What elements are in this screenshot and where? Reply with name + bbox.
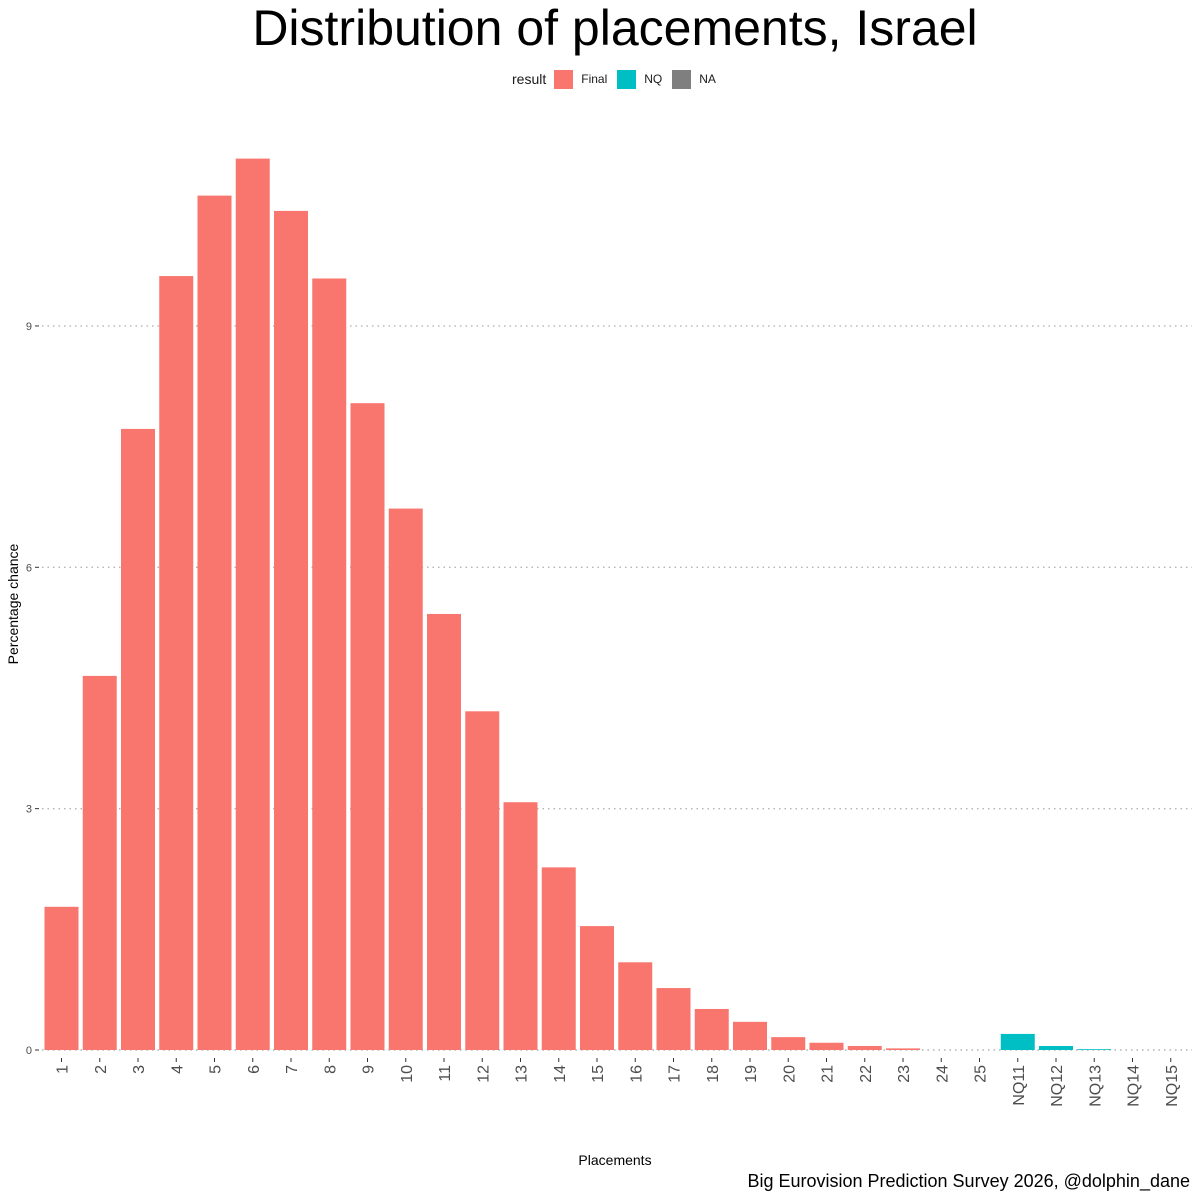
x-tick-label: 25 bbox=[973, 1065, 990, 1083]
bar-14 bbox=[541, 867, 576, 1050]
x-tick-label: 15 bbox=[590, 1065, 607, 1083]
bar-2 bbox=[82, 675, 117, 1050]
x-tick-label: 14 bbox=[552, 1065, 569, 1083]
bar-nq11 bbox=[1000, 1033, 1035, 1050]
y-tick-label: 0 bbox=[26, 1045, 32, 1057]
bar-nq12 bbox=[1039, 1045, 1073, 1050]
x-tick-label: 13 bbox=[514, 1065, 531, 1083]
x-tick-label: 24 bbox=[934, 1065, 951, 1083]
bar-1 bbox=[44, 906, 79, 1050]
bar-6 bbox=[235, 158, 270, 1050]
bar-4 bbox=[159, 276, 194, 1051]
bar-20 bbox=[771, 1037, 806, 1050]
x-tick-label: 18 bbox=[705, 1065, 722, 1083]
x-tick-label: NQ15 bbox=[1164, 1065, 1181, 1107]
x-tick-label: NQ12 bbox=[1049, 1065, 1066, 1107]
x-tick-label: 11 bbox=[437, 1065, 454, 1082]
bar-16 bbox=[618, 962, 653, 1050]
legend-item-final: Final bbox=[554, 69, 608, 89]
y-tick-label: 3 bbox=[26, 804, 32, 816]
legend: result Final NQ NA bbox=[512, 68, 726, 90]
x-tick-label: 10 bbox=[399, 1065, 416, 1083]
legend-swatch-final bbox=[554, 69, 574, 89]
legend-title: result bbox=[512, 71, 547, 87]
bar-10 bbox=[388, 508, 423, 1050]
x-tick-label: 7 bbox=[284, 1065, 301, 1074]
x-axis-label: Placements bbox=[578, 1152, 651, 1168]
x-tick-label: 16 bbox=[628, 1065, 645, 1083]
bar-layer bbox=[44, 158, 1112, 1051]
y-tick-label: 6 bbox=[26, 562, 32, 574]
legend-label-nq: NQ bbox=[644, 72, 663, 86]
legend-label-final: Final bbox=[581, 72, 608, 86]
bar-9 bbox=[350, 403, 385, 1051]
bar-nq13 bbox=[1077, 1049, 1112, 1050]
grid-layer bbox=[42, 325, 1192, 1051]
x-tick-label: 21 bbox=[820, 1065, 837, 1083]
bar-23 bbox=[886, 1048, 920, 1050]
y-axis-label: Percentage chance bbox=[5, 543, 21, 664]
x-tick-label: 6 bbox=[246, 1065, 263, 1074]
legend-swatch-na bbox=[672, 69, 692, 89]
bar-15 bbox=[580, 926, 614, 1050]
legend-swatch-nq bbox=[617, 69, 637, 89]
chart-title: Distribution of placements, Israel bbox=[252, 0, 978, 56]
x-tick-label: 12 bbox=[475, 1065, 492, 1083]
bar-8 bbox=[312, 278, 347, 1050]
x-tick-label: 8 bbox=[322, 1065, 339, 1074]
legend-item-nq: NQ bbox=[617, 69, 663, 89]
legend-label-na: NA bbox=[699, 72, 716, 86]
bar-11 bbox=[427, 613, 461, 1050]
x-tick-label: 3 bbox=[131, 1065, 148, 1074]
bar-19 bbox=[733, 1021, 767, 1050]
bar-3 bbox=[121, 428, 155, 1051]
bar-21 bbox=[809, 1042, 844, 1050]
bar-17 bbox=[656, 988, 691, 1050]
x-tick-label: 9 bbox=[361, 1065, 378, 1074]
x-tick-label: 2 bbox=[93, 1065, 110, 1074]
x-tick-label: 23 bbox=[896, 1065, 913, 1083]
x-tick-label: NQ14 bbox=[1126, 1065, 1143, 1107]
x-tick-label: 5 bbox=[208, 1065, 225, 1074]
bar-5 bbox=[197, 195, 232, 1050]
bar-18 bbox=[694, 1008, 729, 1050]
legend-item-na: NA bbox=[672, 69, 716, 89]
x-tick-label: 22 bbox=[858, 1065, 875, 1083]
x-tick-label: 1 bbox=[55, 1065, 72, 1074]
x-tick-label: 19 bbox=[743, 1065, 760, 1083]
x-tick-label: NQ13 bbox=[1087, 1065, 1104, 1107]
bar-22 bbox=[847, 1045, 882, 1050]
x-tick-label: 17 bbox=[667, 1065, 684, 1083]
y-tick-label: 9 bbox=[26, 321, 32, 333]
x-tick-label: NQ11 bbox=[1011, 1065, 1028, 1106]
x-tick-label: 4 bbox=[169, 1065, 186, 1074]
bar-13 bbox=[503, 802, 538, 1050]
x-tick-label: 20 bbox=[781, 1065, 798, 1083]
caption: Big Eurovision Prediction Survey 2026, @… bbox=[747, 1171, 1190, 1191]
bar-12 bbox=[465, 711, 500, 1050]
bar-7 bbox=[274, 210, 308, 1050]
